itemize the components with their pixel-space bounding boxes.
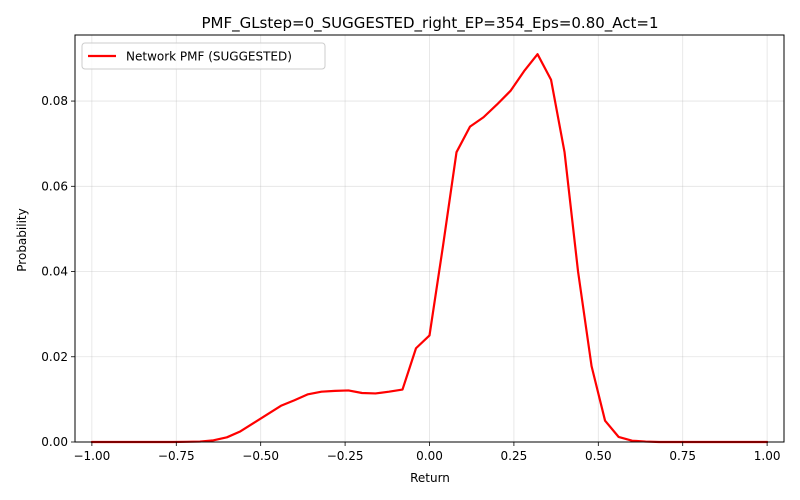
legend-box [81, 42, 326, 70]
chart-title: PMF_GLstep=0_SUGGESTED_right_EP=354_Eps=… [201, 14, 658, 33]
x-tick-label: 0.75 [669, 449, 696, 463]
y-tick-label: 0.08 [41, 94, 68, 108]
y-tick-label: 0.00 [41, 435, 68, 449]
legend: Network PMF (SUGGESTED) [81, 42, 326, 70]
x-tick-label: 0.00 [416, 449, 443, 463]
y-axis-label: Probability [15, 208, 29, 271]
x-tick-label: −0.25 [327, 449, 364, 463]
x-tick-label: 0.50 [585, 449, 612, 463]
y-tick-label: 0.04 [41, 265, 68, 279]
x-tick-label: 1.00 [754, 449, 781, 463]
legend-label: Network PMF (SUGGESTED) [126, 50, 292, 64]
x-axis-label: Return [410, 471, 450, 485]
y-axis-ticks: 0.00 0.02 0.04 0.06 0.08 [41, 94, 75, 449]
x-axis-ticks: −1.00 −0.75 −0.50 −0.25 0.00 0.25 0.50 0.75 1.00 [73, 442, 780, 463]
x-tick-label: 0.25 [501, 449, 528, 463]
y-tick-label: 0.06 [41, 179, 68, 193]
x-tick-label: −0.50 [242, 449, 279, 463]
y-tick-label: 0.02 [41, 350, 68, 364]
x-tick-label: −1.00 [73, 449, 110, 463]
x-tick-label: −0.75 [158, 449, 195, 463]
